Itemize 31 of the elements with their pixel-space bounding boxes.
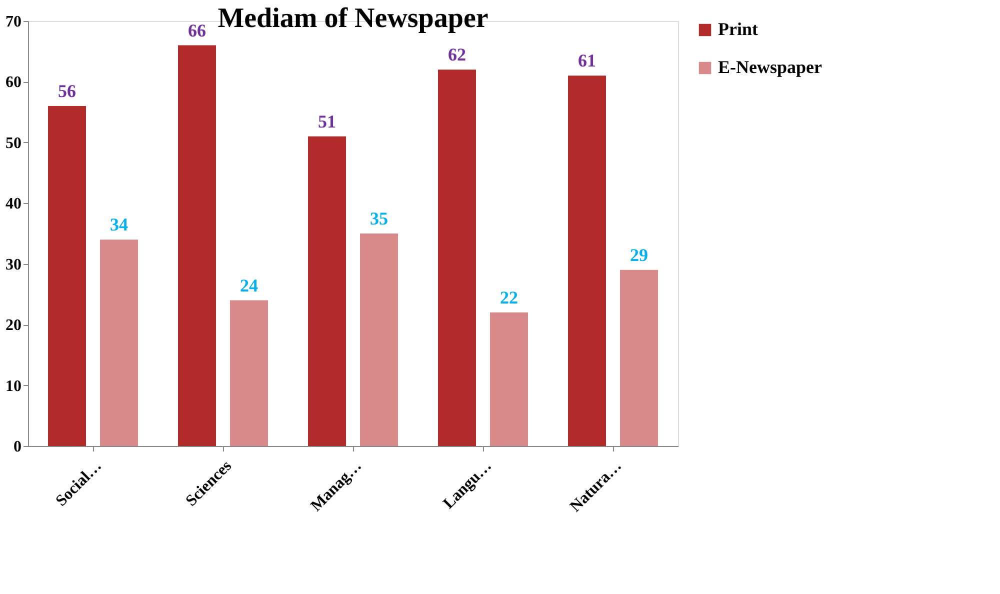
- legend-label: Print: [718, 19, 758, 39]
- data-label: 35: [370, 208, 388, 228]
- bar: [360, 234, 398, 446]
- data-label: 61: [578, 50, 596, 71]
- y-tick-label: 0: [14, 438, 22, 456]
- data-label: 22: [500, 287, 518, 308]
- y-tick-label: 30: [6, 256, 22, 274]
- bar: [490, 312, 528, 446]
- y-tick-label: 50: [6, 134, 22, 152]
- y-tick-label: 40: [6, 196, 22, 213]
- bar: [48, 106, 86, 446]
- data-label: 24: [240, 275, 258, 296]
- y-tick-label: 10: [6, 378, 22, 395]
- data-label: 56: [58, 81, 76, 101]
- data-label: 62: [448, 44, 466, 65]
- y-tick-label: 20: [6, 317, 22, 334]
- y-tick-label: 60: [6, 74, 22, 92]
- chart-title: Mediam of Newspaper: [218, 3, 488, 34]
- data-label: 51: [318, 111, 336, 132]
- bar: [230, 300, 268, 446]
- data-label: 34: [110, 214, 128, 235]
- bar: [620, 270, 658, 446]
- bar: [568, 76, 606, 446]
- bar: [308, 136, 346, 446]
- data-label: 66: [188, 20, 206, 40]
- bar: [438, 70, 476, 446]
- data-label: 29: [630, 244, 648, 265]
- bar: [100, 240, 138, 446]
- y-tick-label: 70: [6, 14, 22, 30]
- bar: [178, 45, 216, 446]
- legend-label: E-Newspaper: [718, 57, 822, 77]
